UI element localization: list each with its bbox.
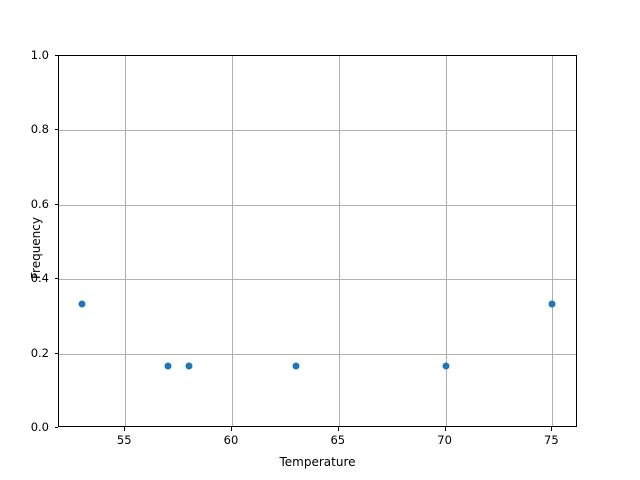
y-axis-label: Frequency [29, 217, 43, 279]
x-tick-mark [231, 427, 232, 431]
x-tick-label: 55 [116, 433, 132, 447]
x-tick-label: 60 [223, 433, 239, 447]
x-tick-mark [551, 427, 553, 431]
x-tick-mark [124, 427, 126, 431]
x-tick-mark [337, 427, 339, 431]
scatter-point [292, 362, 300, 370]
y-tick-mark [54, 55, 58, 56]
plot-axes [58, 55, 577, 427]
scatter-point [185, 362, 193, 370]
scatter-point [548, 300, 556, 308]
x-tick-label: 70 [437, 433, 452, 447]
x-tick-mark [444, 427, 446, 431]
gridline-horizontal [59, 279, 576, 281]
gridline-horizontal [59, 204, 576, 206]
scatter-point [78, 300, 86, 308]
y-tick-label: 1.0 [30, 48, 49, 62]
y-tick-mark [54, 129, 58, 131]
x-axis-label: Temperature [279, 455, 356, 469]
y-tick-label: 0.4 [30, 271, 49, 286]
y-tick-mark [54, 352, 58, 354]
y-tick-label: 0.6 [30, 196, 49, 211]
gridline-vertical [552, 56, 554, 426]
gridline-horizontal [59, 130, 576, 132]
y-tick-label: 0.2 [30, 345, 49, 360]
gridline-vertical [232, 56, 233, 426]
y-tick-mark [54, 278, 58, 280]
gridline-vertical [125, 56, 127, 426]
scatter-point [164, 362, 172, 370]
y-tick-mark [54, 203, 58, 205]
plot-area [59, 56, 576, 426]
x-tick-label: 75 [544, 433, 559, 447]
scatter-point [442, 362, 450, 370]
gridline-vertical [338, 56, 340, 426]
y-tick-mark [54, 427, 58, 428]
y-tick-label: 0.0 [30, 420, 49, 434]
y-tick-label: 0.8 [30, 122, 49, 137]
gridline-horizontal [59, 353, 576, 355]
gridline-vertical [445, 56, 447, 426]
x-tick-label: 65 [330, 433, 346, 447]
